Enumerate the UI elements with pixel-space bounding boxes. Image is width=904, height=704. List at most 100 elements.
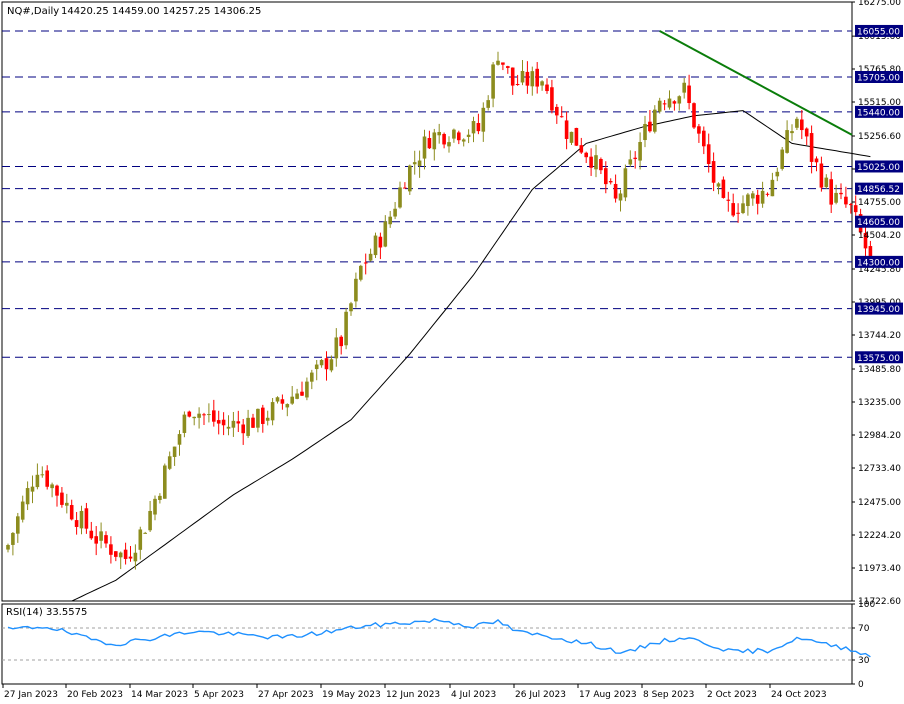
rsi-axis: 100 70 30 0 xyxy=(852,600,875,690)
candle-body xyxy=(114,551,118,557)
candle-body xyxy=(457,132,461,141)
candle-body xyxy=(363,262,368,264)
candle-body xyxy=(251,417,255,428)
candle-body xyxy=(662,103,667,105)
candle-body xyxy=(118,552,123,558)
candle-body xyxy=(569,131,574,143)
candle-body xyxy=(138,529,143,550)
candle-body xyxy=(212,410,216,422)
candle-body xyxy=(501,62,505,65)
candle-body xyxy=(65,502,69,506)
candle-body xyxy=(265,417,270,421)
candle-body xyxy=(520,71,525,83)
date-tick-label: 14 Mar 2023 xyxy=(131,690,188,700)
candle-body xyxy=(6,544,10,550)
candle-body xyxy=(94,536,98,544)
candle-body xyxy=(310,372,314,382)
level-label-bg xyxy=(855,215,903,228)
candle-body xyxy=(746,194,750,207)
price-tick-label: 14504.20 xyxy=(858,231,901,241)
date-tick-label: 24 Oct 2023 xyxy=(771,690,827,700)
candle-body xyxy=(550,87,554,111)
candle-body xyxy=(388,216,392,225)
candle-body xyxy=(314,364,319,370)
candle-body xyxy=(834,192,838,203)
candle-body xyxy=(775,171,780,177)
candle-body xyxy=(30,486,35,492)
candle-body xyxy=(844,196,848,205)
candle-body xyxy=(354,278,358,302)
candle-body xyxy=(481,107,486,132)
candle-body xyxy=(339,336,343,347)
candle-body xyxy=(236,421,241,424)
candle-body xyxy=(790,131,794,134)
candle-body xyxy=(133,552,138,562)
candle-body xyxy=(486,100,490,108)
level-label-bg xyxy=(855,351,903,364)
price-tick-label: 15256.60 xyxy=(858,132,901,142)
candle-body xyxy=(270,402,275,421)
candle-body xyxy=(393,208,397,217)
level-label-bg xyxy=(855,182,903,195)
level-label-bg xyxy=(855,71,903,83)
candle-body xyxy=(373,235,378,256)
candle-body xyxy=(682,82,686,93)
rsi-pane-frame xyxy=(1,603,853,685)
candle-body xyxy=(697,126,701,134)
trendline-group xyxy=(659,30,853,136)
candle-body xyxy=(476,122,481,132)
candle-body xyxy=(383,221,388,247)
candle-body xyxy=(849,204,853,206)
candle-body xyxy=(60,492,64,505)
candle-body xyxy=(275,397,280,402)
candle-body xyxy=(20,501,25,520)
date-tick-label: 5 Apr 2023 xyxy=(194,690,244,700)
price-tick-label: 11722.60 xyxy=(858,597,901,607)
candle-body xyxy=(408,165,412,192)
main-price-pane: 16275.00 16015.60 15765.80 15515.00 15256.60… xyxy=(1,0,903,607)
candle-body xyxy=(692,103,696,128)
level-label-bg xyxy=(855,160,903,173)
candle-body xyxy=(702,130,706,147)
candle-body xyxy=(657,100,662,112)
candle-body xyxy=(280,399,285,404)
candle-body xyxy=(535,68,539,87)
candle-body xyxy=(721,179,726,198)
rsi-pane: 100 70 30 0 RSI(14) 33.5575 xyxy=(1,600,875,690)
candle-body xyxy=(555,106,559,116)
candle-body xyxy=(623,168,628,198)
candle-body xyxy=(863,232,868,249)
candle-body xyxy=(452,129,456,139)
candle-body xyxy=(158,495,162,500)
candle-body xyxy=(79,510,84,529)
candle-body xyxy=(853,205,858,213)
candle-body xyxy=(800,119,804,131)
price-tick-label: 15765.80 xyxy=(858,65,901,75)
rsi-line-group xyxy=(7,618,871,658)
level-label: 15440.00 xyxy=(857,108,900,118)
candle-body xyxy=(403,187,407,189)
candle-body xyxy=(319,359,324,366)
candle-body xyxy=(334,337,339,359)
price-tick-label: 12224.20 xyxy=(858,531,901,541)
candle-body xyxy=(74,520,79,527)
level-label: 14605.00 xyxy=(857,218,900,228)
candle-body xyxy=(69,505,74,520)
level-label: 14300.00 xyxy=(857,258,900,268)
price-tick-label: 12475.00 xyxy=(858,498,901,508)
candle-body xyxy=(824,177,829,188)
candle-body xyxy=(633,157,637,159)
candle-body xyxy=(677,96,682,104)
candle-body xyxy=(290,396,294,404)
rsi-line xyxy=(7,618,871,658)
candle-body xyxy=(765,193,770,195)
candle-body xyxy=(16,516,20,534)
candle-body xyxy=(329,359,334,371)
candle-body xyxy=(216,420,221,424)
price-tick-label: 13744.20 xyxy=(858,331,901,341)
candle-body xyxy=(731,203,735,216)
candle-body xyxy=(628,159,633,165)
candle-body xyxy=(829,179,833,205)
date-tick-label: 27 Apr 2023 xyxy=(258,690,314,700)
candle-body xyxy=(599,159,603,171)
